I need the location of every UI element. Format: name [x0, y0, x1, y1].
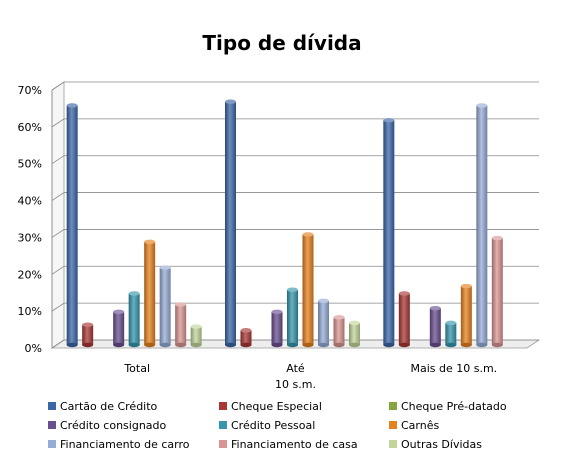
legend-label: Cheque Pré-datado [401, 400, 507, 413]
chart-title: Tipo de dívida [202, 31, 361, 55]
y-tick-label: 30% [18, 231, 42, 244]
legend-item: Crédito consignado [48, 419, 167, 432]
chart-side-wall [51, 81, 65, 349]
x-tick-label: Mais de 10 s.m. [410, 362, 497, 375]
bars [66, 99, 503, 348]
bar [190, 324, 202, 348]
bar [398, 291, 410, 348]
y-tick-label: 70% [18, 84, 42, 97]
legend-item: Cheque Especial [219, 400, 322, 413]
legend-swatch [48, 402, 56, 410]
gridline [51, 302, 539, 312]
bar [287, 287, 298, 348]
gridline [51, 265, 539, 275]
y-tick-label: 10% [18, 305, 42, 318]
legend-item: Financiamento de casa [219, 438, 358, 451]
legend-label: Crédito Pessoal [231, 419, 315, 432]
bar [82, 322, 94, 348]
legend-label: Carnês [401, 419, 439, 432]
bar [333, 315, 345, 348]
legend: Cartão de Crédito Cheque Especial Cheque P… [48, 400, 507, 451]
legend-item: Outras Dívidas [389, 438, 482, 451]
legend-swatch [48, 421, 56, 429]
y-tick-label: 40% [18, 195, 42, 208]
bar [318, 298, 329, 348]
x-tick-label: Até [286, 362, 305, 375]
legend-label: Cartão de Crédito [60, 400, 158, 413]
bar [383, 117, 395, 348]
bar [66, 103, 78, 348]
bar [175, 302, 187, 348]
gridline [51, 118, 539, 128]
y-tick-label: 20% [18, 268, 42, 281]
x-tick-label: Total [123, 362, 150, 375]
gridline [51, 155, 539, 165]
legend-swatch [219, 440, 227, 448]
bar [271, 309, 283, 348]
legend-label: Financiamento de casa [231, 438, 358, 451]
y-tick-label: 50% [18, 158, 42, 171]
bar [445, 320, 457, 348]
legend-item: Financiamento de carro [48, 438, 190, 451]
legend-label: Cheque Especial [231, 400, 322, 413]
bar [476, 103, 488, 348]
bar [460, 283, 472, 348]
bar [144, 239, 156, 348]
legend-item: Cheque Pré-datado [389, 400, 507, 413]
legend-swatch [219, 421, 227, 429]
legend-swatch [389, 421, 397, 429]
gridline [51, 81, 539, 91]
gridline [51, 339, 539, 349]
legend-swatch [219, 402, 227, 410]
legend-swatch [389, 440, 397, 448]
legend-label: Financiamento de carro [60, 438, 190, 451]
legend-item: Carnês [389, 419, 439, 432]
y-tick-label: 60% [18, 121, 42, 134]
bar [491, 235, 503, 348]
gridline [51, 229, 539, 238]
legend-item: Crédito Pessoal [219, 419, 315, 432]
bar [240, 328, 252, 348]
legend-item: Cartão de Crédito [48, 400, 158, 413]
x-tick-label: 10 s.m. [275, 378, 316, 391]
legend-label: Crédito consignado [60, 419, 167, 432]
bar [128, 291, 140, 348]
bar [225, 99, 236, 348]
legend-label: Outras Dívidas [401, 438, 482, 451]
y-tick-label: 0% [25, 342, 42, 355]
bar [429, 305, 441, 348]
bar [349, 320, 360, 348]
bar [159, 265, 171, 348]
x-axis-labels: Total Até 10 s.m. Mais de 10 s.m. [123, 362, 497, 391]
y-axis: 0% 10% 20% 30% 40% 50% 60% 70% [18, 84, 53, 355]
legend-swatch [48, 440, 56, 448]
legend-swatch [389, 402, 397, 410]
gridline [51, 192, 539, 201]
bar [302, 232, 314, 348]
bar [113, 309, 125, 348]
